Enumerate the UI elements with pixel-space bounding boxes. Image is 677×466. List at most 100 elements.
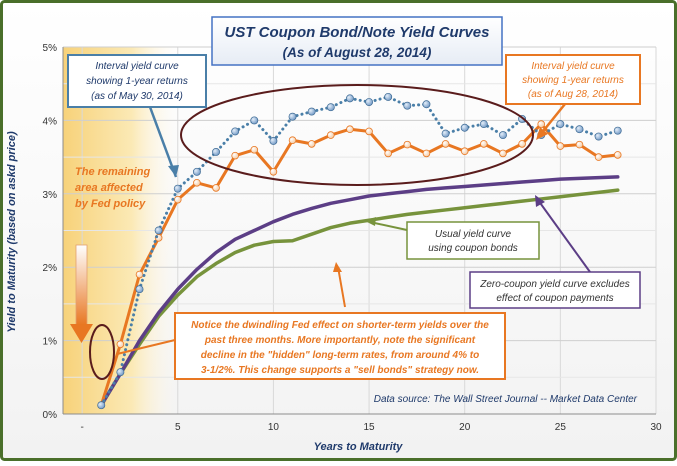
aug-point (193, 178, 201, 187)
x-tick-label: 20 (459, 422, 471, 433)
aug-point (173, 195, 182, 204)
may-point (154, 226, 163, 235)
may-label-line-2: showing 1-year returns (86, 76, 188, 87)
may-point (575, 125, 584, 134)
aug-label-line-1: Interval yield curve (531, 61, 615, 72)
may-point (460, 123, 469, 132)
aug-point (537, 120, 546, 128)
x-tick-label: - (80, 422, 83, 433)
aug-point (116, 340, 125, 349)
y-tick-label: 4% (43, 116, 58, 127)
aug-point (594, 153, 603, 161)
notice-label-line-1: Notice the dwindling Fed effect on short… (191, 320, 489, 331)
y-axis-label: Yield to Maturity (based on askd price) (6, 131, 18, 333)
usual-callout: Usual yield curve using coupon bonds (365, 217, 540, 260)
aug-point (288, 136, 297, 145)
y-tick-label: 1% (43, 337, 58, 348)
aug-point (231, 151, 239, 160)
may-point (326, 103, 335, 112)
may-point (384, 92, 393, 101)
fed-label: The remaining area affected by Fed polic… (75, 166, 150, 210)
may-point (365, 98, 374, 107)
may-point (269, 137, 278, 145)
x-tick-label: 30 (650, 422, 662, 433)
aug-point (327, 131, 335, 139)
may-point (613, 126, 622, 135)
aug-point (441, 140, 450, 148)
may-point (594, 132, 603, 141)
may-label-line-1: Interval yield curve (95, 61, 179, 72)
may-point (192, 167, 201, 176)
notice-label-line-2: past three months. More importantly, not… (204, 335, 476, 346)
may-point (556, 120, 565, 129)
series-line-3 (99, 188, 620, 407)
aug-label-line-2: showing 1-year returns (522, 75, 624, 86)
aug-label-line-3: (as of Aug 28, 2014) (528, 89, 618, 100)
usual-label-line-2: using coupon bonds (428, 243, 518, 254)
aug-point (250, 145, 259, 154)
aug-point (422, 149, 431, 158)
aug-point (518, 140, 526, 148)
aug-callout: Interval yield curve showing 1-year retu… (505, 54, 641, 140)
may-point (288, 112, 297, 121)
x-tick-label: 15 (364, 422, 376, 433)
aug-point (346, 125, 354, 134)
y-tick-label: 3% (43, 190, 58, 201)
may-point (499, 131, 507, 140)
x-tick-label: 5 (175, 422, 181, 433)
may-callout: Interval yield curve showing 1-year retu… (67, 54, 207, 178)
x-tick-label: 10 (268, 422, 280, 433)
y-tick-label: 5% (43, 43, 58, 54)
aug-point (212, 184, 220, 192)
may-point (135, 285, 144, 294)
may-point (116, 368, 125, 377)
may-point (307, 107, 316, 116)
zero-coupon-callout: Zero-coupon yield curve excludes effect … (469, 195, 641, 309)
aug-point (135, 270, 144, 279)
chart-subtitle: (As of August 28, 2014) (283, 45, 432, 60)
fed-label-line-3: by Fed policy (75, 198, 146, 210)
y-tick-label: 2% (43, 263, 58, 274)
fed-label-line-2: area affected (75, 182, 143, 194)
aug-point (556, 142, 565, 150)
long-term-highlight-ellipse (180, 84, 534, 186)
may-point (422, 100, 431, 109)
y-tick-labels: 0% 1% 2% 3% 4% 5% (43, 43, 58, 421)
may-point (173, 184, 182, 193)
title-box: UST Coupon Bond/Note Yield Curves (As of… (211, 16, 503, 66)
fed-down-arrow (70, 244, 93, 343)
zero-label-line-1: Zero-coupon yield curve excludes (479, 279, 630, 290)
short-term-highlight-ellipse (89, 324, 115, 380)
usual-label-line-1: Usual yield curve (435, 229, 512, 240)
may-point (479, 120, 488, 129)
aug-point (269, 167, 278, 176)
aug-point (384, 149, 392, 158)
notice-label-line-4: 3-1/2%. This change supports a "sell bon… (201, 365, 479, 376)
aug-point (365, 127, 373, 136)
notice-label-line-3: decline in the "hidden" long-term rates,… (201, 350, 479, 361)
may-point (212, 148, 220, 156)
aug-point (613, 151, 622, 159)
x-axis-label: Years to Maturity (314, 441, 404, 453)
notice-callout: Notice the dwindling Fed effect on short… (116, 262, 506, 380)
chart-title: UST Coupon Bond/Note Yield Curves (224, 24, 489, 41)
series-line-2 (99, 175, 620, 407)
aug-point (499, 149, 507, 158)
aug-point (460, 147, 469, 156)
may-label-line-3: (as of May 30, 2014) (91, 91, 183, 102)
series-line-1 (99, 122, 620, 407)
aug-point (403, 140, 412, 149)
x-tick-labels: - 5 10 15 20 25 30 (80, 422, 662, 433)
x-tick-label: 25 (555, 422, 567, 433)
fed-label-line-1: The remaining (75, 166, 150, 178)
axes (62, 47, 656, 415)
aug-point (575, 140, 584, 149)
y-tick-label: 0% (43, 410, 58, 421)
zero-label-line-2: effect of coupon payments (496, 293, 613, 304)
may-point (97, 401, 106, 410)
may-point (441, 129, 450, 138)
may-point (231, 127, 240, 136)
may-point (250, 116, 259, 125)
